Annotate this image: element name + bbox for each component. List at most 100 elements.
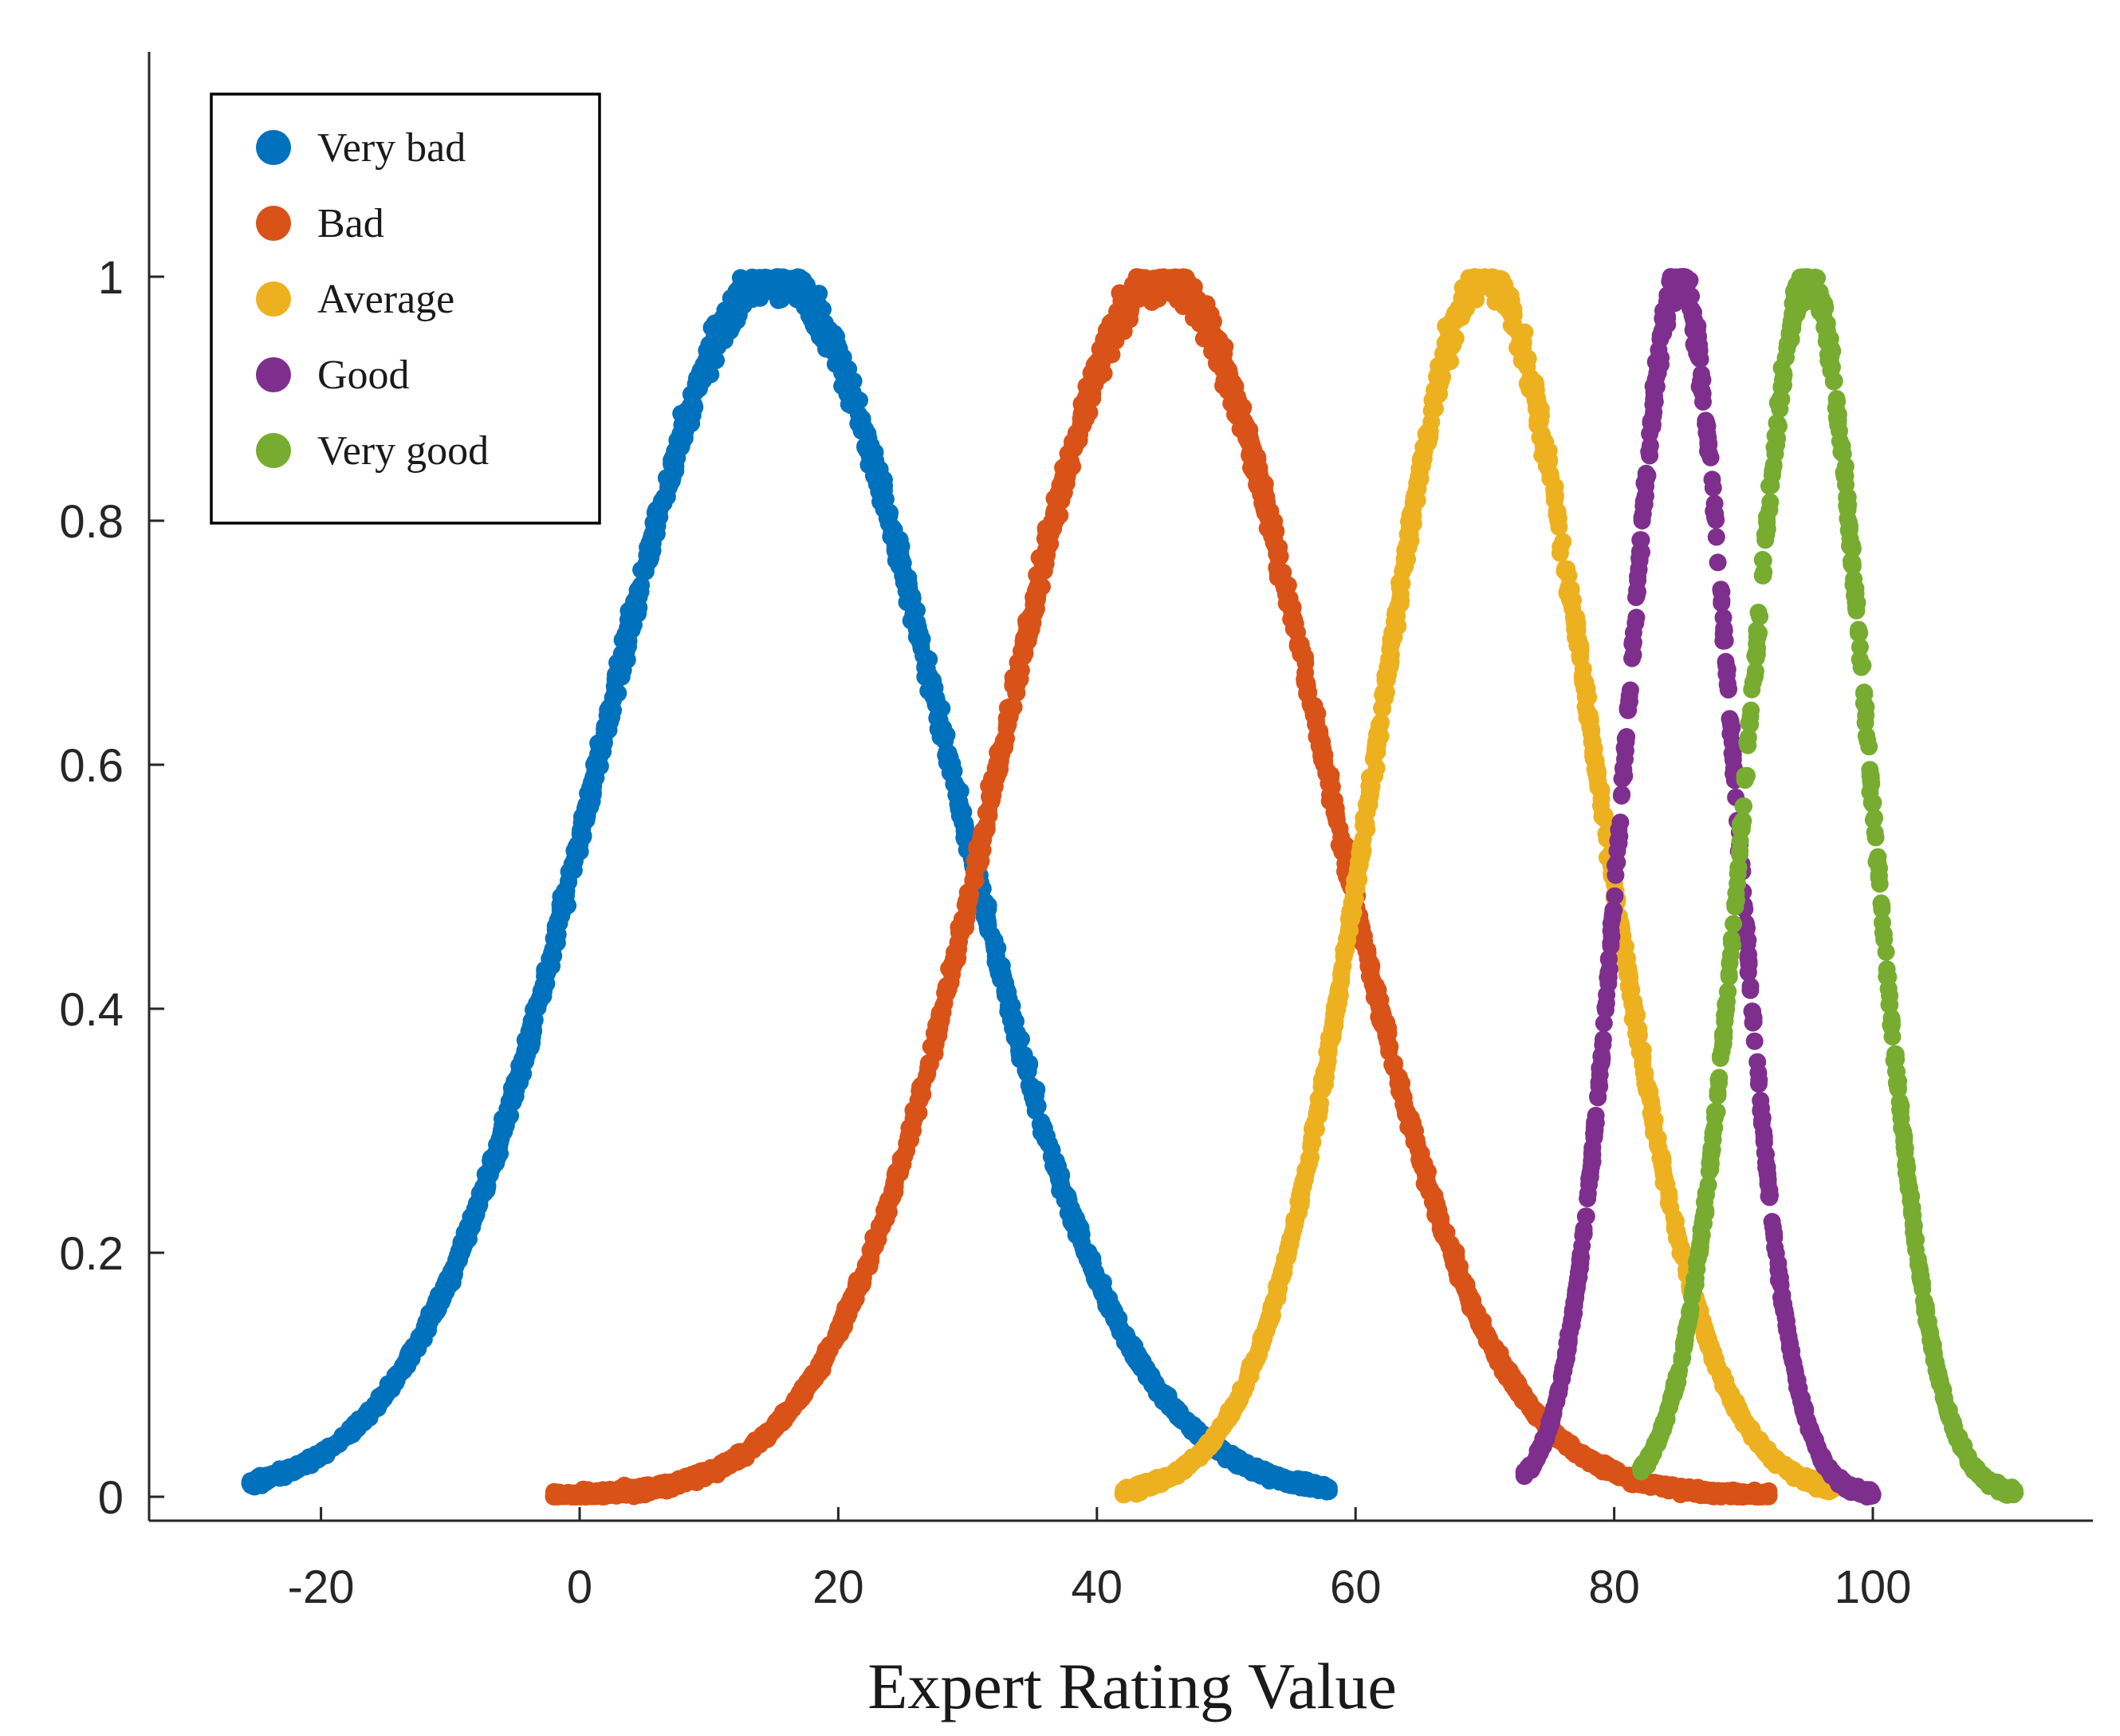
data-point — [1141, 289, 1159, 306]
data-point — [1293, 1477, 1312, 1495]
data-point — [297, 1454, 315, 1472]
data-point — [1017, 1055, 1036, 1073]
data-point — [639, 550, 657, 569]
data-point — [1225, 381, 1244, 400]
data-point — [1103, 1299, 1120, 1317]
data-point — [1280, 593, 1299, 612]
data-point — [1025, 596, 1043, 614]
data-point — [1117, 310, 1135, 329]
data-point — [1188, 295, 1206, 313]
data-point — [1324, 790, 1343, 809]
data-point — [1364, 976, 1383, 994]
data-point — [600, 699, 618, 717]
data-point — [582, 785, 600, 803]
data-point — [628, 587, 646, 605]
data-point — [263, 1465, 281, 1483]
data-point — [789, 1392, 807, 1411]
data-point — [875, 493, 893, 511]
data-point — [796, 278, 814, 297]
data-point — [1271, 547, 1288, 565]
data-point — [646, 518, 664, 537]
data-point — [547, 931, 565, 949]
data-point — [1166, 1397, 1184, 1415]
data-point — [282, 1462, 301, 1480]
data-point — [572, 821, 589, 840]
data-point — [1005, 1016, 1024, 1034]
data-point — [828, 1329, 845, 1348]
data-point — [956, 907, 974, 926]
data-point — [450, 1247, 468, 1266]
data-point — [847, 1275, 865, 1293]
data-points — [241, 268, 2024, 1506]
data-point — [1314, 745, 1332, 762]
data-point — [859, 437, 878, 455]
data-point — [669, 439, 687, 457]
data-point — [1040, 1135, 1059, 1153]
data-point — [1135, 269, 1154, 287]
data-point — [1252, 485, 1270, 503]
data-point — [1444, 1245, 1462, 1263]
data-point — [1036, 555, 1054, 573]
data-point — [1051, 1176, 1069, 1195]
data-point — [951, 797, 970, 816]
data-point — [810, 328, 828, 346]
data-point — [876, 1201, 895, 1219]
data-point — [1194, 329, 1213, 348]
data-point — [1249, 447, 1267, 466]
data-point — [1241, 427, 1259, 445]
data-point — [719, 1453, 737, 1470]
data-point — [974, 831, 993, 849]
data-point — [522, 1012, 541, 1030]
data-point — [560, 873, 577, 892]
data-point — [1331, 820, 1349, 838]
data-point — [993, 962, 1011, 981]
data-point — [1096, 348, 1115, 366]
data-point — [1042, 516, 1060, 534]
data-point — [625, 1478, 643, 1497]
data-point — [905, 608, 923, 627]
data-point — [926, 1039, 943, 1057]
data-point — [957, 892, 975, 911]
data-point — [849, 405, 867, 423]
data-point — [1080, 1249, 1099, 1267]
data-point — [1027, 1086, 1045, 1104]
data-point — [1491, 1344, 1509, 1362]
data-point — [1296, 673, 1314, 691]
data-point — [946, 774, 963, 792]
data-point — [477, 1179, 495, 1196]
data-point — [492, 1121, 510, 1140]
data-point — [656, 1478, 675, 1497]
data-point — [708, 335, 726, 353]
data-point — [1093, 1274, 1111, 1293]
data-point — [1008, 675, 1026, 694]
data-point — [920, 667, 938, 685]
data-point — [1499, 1364, 1517, 1382]
data-point — [1359, 944, 1377, 962]
data-point — [588, 754, 607, 772]
data-point — [982, 785, 1001, 803]
data-point — [619, 637, 637, 655]
data-point — [549, 911, 567, 930]
data-point — [938, 743, 956, 762]
data-point — [1385, 1059, 1402, 1077]
data-point — [577, 802, 596, 821]
data-point — [866, 1235, 884, 1254]
data-point — [910, 1104, 928, 1122]
data-point — [1712, 1483, 1730, 1502]
data-point — [393, 1359, 411, 1377]
data-point — [1076, 409, 1094, 427]
data-point — [883, 1181, 902, 1199]
data-point — [982, 926, 1001, 944]
data-point — [1276, 574, 1294, 592]
data-point — [609, 684, 627, 703]
data-point — [907, 628, 926, 646]
data-point — [912, 1077, 930, 1095]
data-point — [871, 475, 890, 494]
data-point — [999, 715, 1017, 734]
data-point — [1760, 1487, 1778, 1506]
data-point — [925, 687, 943, 706]
data-point — [899, 585, 918, 603]
data-point — [1146, 1376, 1164, 1394]
data-point — [1056, 466, 1074, 485]
data-point — [665, 456, 683, 474]
